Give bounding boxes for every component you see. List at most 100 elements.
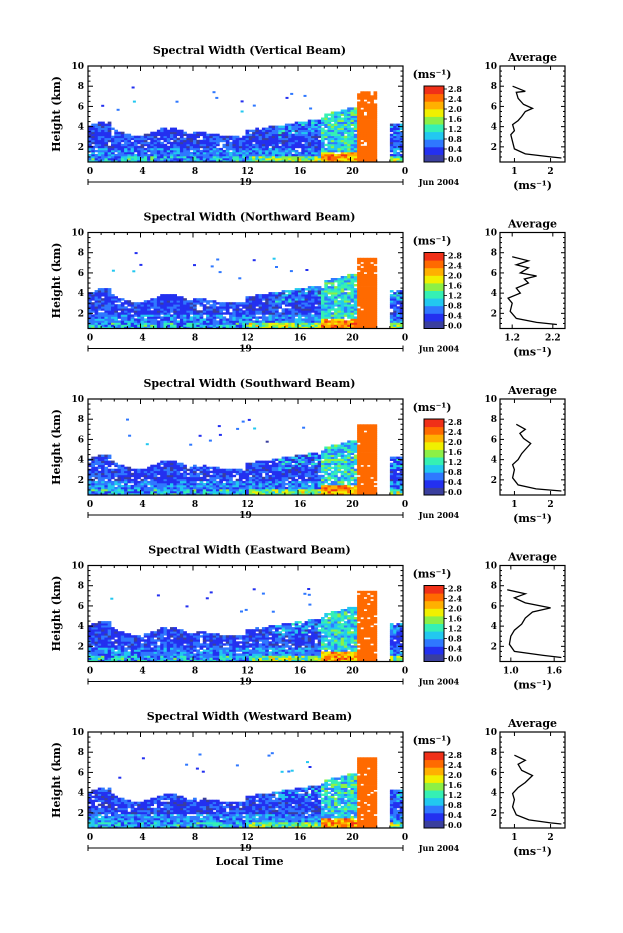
heatmap-cell: [111, 296, 115, 298]
heatmap-cell: [396, 296, 400, 298]
heatmap-cell: [357, 266, 361, 268]
heatmap-cell: [295, 481, 299, 483]
heatmap-cell: [118, 465, 122, 467]
heatmap-cell: [374, 120, 378, 122]
heatmap-cell: [200, 491, 204, 493]
heatmap-cell: [318, 286, 322, 288]
heatmap-cell: [318, 491, 322, 493]
heatmap-cell: [180, 296, 184, 298]
heatmap-cell: [370, 276, 374, 278]
heatmap-cell: [121, 481, 125, 483]
heatmap-cell: [242, 471, 246, 473]
heatmap-cell: [282, 140, 286, 142]
heatmap-cell: [393, 296, 397, 298]
heatmap-cell: [344, 148, 348, 150]
heatmap-cell: [147, 154, 151, 156]
heatmap-cell: [242, 140, 246, 142]
heatmap-cell: [269, 148, 273, 150]
heatmap-cell: [262, 130, 266, 132]
heatmap-cell: [157, 130, 161, 132]
heatmap-cell: [252, 491, 256, 493]
heatmap-cell: [164, 144, 168, 146]
heatmap-cell: [183, 325, 187, 327]
heatmap-cell: [157, 306, 161, 308]
heatmap-cell: [367, 276, 371, 278]
heatmap-cell: [101, 148, 105, 150]
heatmap-cell: [328, 483, 332, 485]
heatmap-cell: [95, 154, 99, 156]
heatmap-cell: [160, 294, 164, 296]
heatmap-cell: [101, 140, 105, 142]
heatmap-cell: [232, 469, 236, 471]
heatmap-cell: [226, 306, 230, 308]
heatmap-cell: [137, 469, 141, 471]
colorbar-tick-label: 0.0: [448, 154, 462, 164]
heatmap-cell: [311, 158, 315, 160]
heatmap-cell: [157, 477, 161, 479]
heatmap-cell: [164, 461, 168, 463]
heatmap-cell: [157, 148, 161, 150]
heatmap-cell: [141, 491, 145, 493]
heatmap-cell: [147, 142, 151, 144]
heatmap-cell: [301, 144, 305, 146]
colorbar-tick-label: 1.6: [448, 114, 462, 124]
heatmap-cell: [114, 314, 118, 316]
heatmap-cell: [324, 280, 328, 282]
heatmap-cell: [206, 467, 210, 469]
heatmap-cell: [341, 491, 345, 493]
heatmap-cell: [357, 148, 361, 150]
heatmap-cell: [347, 107, 351, 109]
heatmap-cell: [370, 130, 374, 132]
heatmap-cell: [108, 306, 112, 308]
average-profile-line: [508, 257, 557, 325]
average-y-tick-label: 6: [491, 102, 497, 112]
heatmap-cell: [341, 471, 345, 473]
heatmap-cell: [180, 314, 184, 316]
heatmap-cell: [295, 318, 299, 320]
colorbar-segment: [424, 132, 444, 140]
colorbar-segment: [424, 124, 444, 132]
heatmap-cell: [341, 325, 345, 327]
heatmap-cell: [229, 469, 233, 471]
heatmap-cell: [396, 306, 400, 308]
heatmap-cell: [305, 292, 309, 294]
heatmap-cell: [337, 148, 341, 150]
heatmap-cell: [328, 286, 332, 288]
heatmap-cell: [114, 473, 118, 475]
heatmap-cell: [252, 158, 256, 160]
heatmap-cell: [223, 483, 227, 485]
heatmap-cell: [196, 473, 200, 475]
heatmap-cell: [134, 469, 138, 471]
heatmap-cell: [114, 479, 118, 481]
heatmap-cell: [249, 477, 253, 479]
heatmap-cell: [213, 134, 217, 136]
heatmap-cell: [328, 158, 332, 160]
heatmap-cell: [357, 276, 361, 278]
heatmap-cell: [209, 140, 213, 142]
heatmap-cell: [186, 314, 190, 316]
heatmap-cell: [203, 148, 207, 150]
heatmap-cell: [331, 296, 335, 298]
heatmap-cell: [177, 130, 181, 132]
heatmap-cell: [324, 148, 328, 150]
heatmap-cell: [393, 124, 397, 126]
heatmap-cell: [252, 306, 256, 308]
heatmap-cell: [104, 124, 108, 126]
heatmap-cell: [318, 158, 322, 160]
heatmap-cell: [157, 138, 161, 140]
heatmap-cell: [180, 473, 184, 475]
heatmap-cell: [160, 296, 164, 298]
colorbar-tick-label: 1.2: [448, 291, 462, 301]
heatmap-cell: [249, 481, 253, 483]
heatmap-cell: [255, 128, 259, 130]
heatmap-cell: [206, 481, 210, 483]
heatmap-cell: [308, 453, 312, 455]
heatmap-cell: [334, 453, 338, 455]
heatmap-cell: [154, 314, 158, 316]
heatmap-cell: [223, 144, 227, 146]
heatmap-cell: [354, 107, 358, 109]
heatmap-cell: [135, 252, 138, 254]
heatmap-cell: [252, 463, 256, 465]
heatmap-cell: [226, 302, 230, 304]
